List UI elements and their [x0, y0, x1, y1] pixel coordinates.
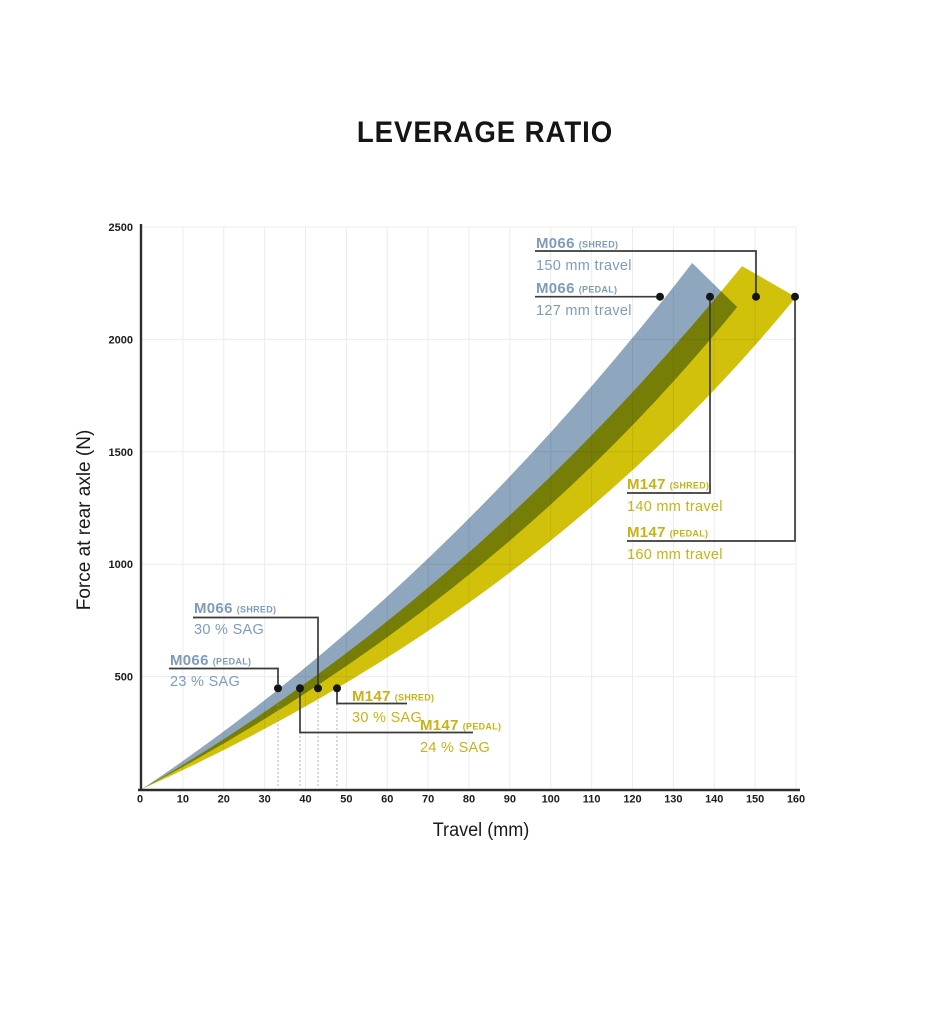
x-tick-label: 0: [137, 794, 143, 806]
m147-shred-sag-value: 30 % SAG: [352, 710, 422, 726]
m066-shred-travel-marker: [752, 292, 760, 301]
x-tick-label: 10: [177, 794, 189, 806]
m147-pedal-sag-leader-line: [299, 692, 473, 734]
x-tick-label: 40: [299, 794, 311, 806]
x-tick-label: 90: [504, 794, 516, 806]
m066-shred-sag-name: M066 (SHRED): [194, 600, 276, 617]
m066-pedal-sag-leader-line: [169, 667, 279, 684]
x-tick-label: 50: [340, 794, 352, 806]
x-tick-label: 80: [463, 794, 475, 806]
m147-pedal-sag-value: 24 % SAG: [420, 740, 490, 756]
m147-shred-travel-name: M147 (SHRED): [627, 476, 709, 493]
m147-shred-travel-marker: [706, 292, 714, 301]
m066-pedal-sag-name: M066 (PEDAL): [170, 652, 251, 669]
x-axis-title: Travel (mm): [432, 820, 530, 841]
m147-pedal-sag-mode: (PEDAL): [463, 722, 502, 732]
x-tick-label: 20: [218, 794, 230, 806]
m066-pedal-sag-value: 23 % SAG: [170, 674, 240, 690]
x-tick-label: 130: [664, 794, 682, 806]
m147-shred-sag-leader-line: [336, 692, 407, 705]
y-tick-label: 2500: [109, 222, 133, 234]
m147-shred-travel-mode: (SHRED): [670, 481, 710, 491]
x-tick-label: 120: [623, 794, 641, 806]
x-tick-label: 60: [381, 794, 393, 806]
y-tick-label: 1500: [109, 447, 133, 459]
m147-pedal-travel-leader-line: [627, 300, 796, 542]
m066-pedal-sag-mode: (PEDAL): [213, 657, 252, 667]
y-tick-label: 1000: [109, 559, 133, 571]
x-tick-label: 70: [422, 794, 434, 806]
x-tick-label: 160: [787, 794, 805, 806]
m147-pedal-sag-marker: [296, 684, 304, 693]
m147-pedal-travel-marker: [791, 292, 799, 301]
m066-shred-sag-value: 30 % SAG: [194, 622, 264, 638]
m066-shred-travel-mode: (SHRED): [579, 240, 619, 250]
x-tick-label: 30: [259, 794, 271, 806]
m066-pedal-travel-mode: (PEDAL): [579, 285, 618, 295]
x-tick-label: 110: [583, 794, 601, 806]
m066-pedal-travel-value: 127 mm travel: [536, 303, 632, 319]
m066-shred-travel-name: M066 (SHRED): [536, 235, 618, 252]
m147-shred-sag-name: M147 (SHRED): [352, 688, 434, 705]
m147-pedal-sag-name: M147 (PEDAL): [420, 717, 501, 734]
band-m147: [142, 266, 796, 789]
band-m066: [142, 262, 738, 789]
m147-shred-travel-leader-line: [627, 300, 711, 494]
m066-shred-sag-leader-line: [193, 616, 319, 684]
y-tick-label: 500: [115, 672, 133, 684]
m147-shred-travel-value: 140 mm travel: [627, 499, 723, 515]
m066-shred-travel-value: 150 mm travel: [536, 258, 632, 274]
x-tick-label: 100: [542, 794, 560, 806]
m066-pedal-sag-marker: [274, 684, 282, 693]
chart-title: LEVERAGE RATIO: [356, 116, 614, 149]
m147-shred-sag-marker: [333, 684, 341, 693]
m066-pedal-travel-marker: [656, 292, 664, 301]
m066-shred-travel-leader-line: [535, 250, 757, 293]
m147-pedal-travel-mode: (PEDAL): [670, 529, 709, 539]
x-tick-label: 150: [746, 794, 764, 806]
m147-shred-sag-mode: (SHRED): [395, 693, 435, 703]
m066-shred-sag-marker: [314, 684, 322, 693]
m147-pedal-travel-value: 160 mm travel: [627, 547, 723, 563]
m147-pedal-travel-name: M147 (PEDAL): [627, 524, 708, 541]
m066-pedal-travel-name: M066 (PEDAL): [536, 280, 617, 297]
y-tick-label: 2000: [109, 334, 133, 346]
m066-shred-sag-mode: (SHRED): [237, 605, 277, 615]
x-tick-label: 140: [705, 794, 723, 806]
